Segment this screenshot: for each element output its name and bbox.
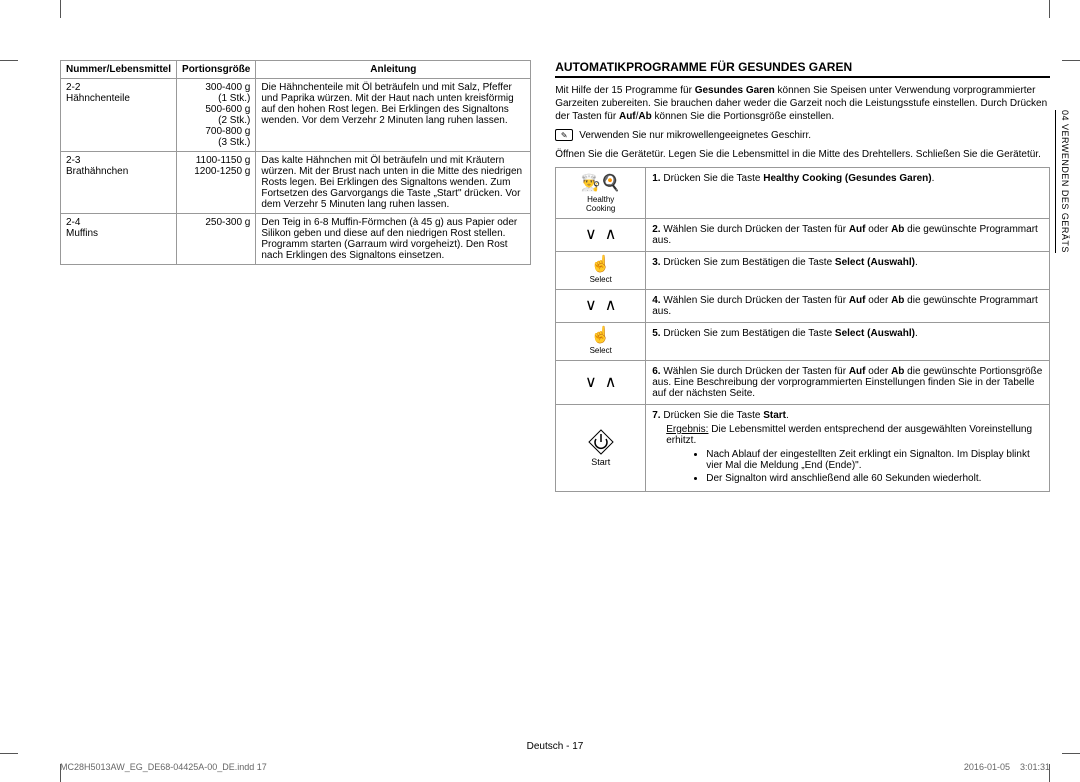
step-text: Wählen Sie durch Drücken der Tasten für … — [652, 224, 1038, 246]
note-icon: ✎ — [555, 129, 573, 141]
steps-table: 👨‍🍳🍳 Healthy Cooking 1. Drücken Sie die … — [555, 167, 1050, 492]
hint-text: Verwenden Sie nur mikrowellengeeignetes … — [579, 129, 811, 142]
step-text: Wählen Sie durch Drücken der Tasten für … — [652, 295, 1038, 317]
page-number: Deutsch - 17 — [60, 741, 1050, 752]
step-text: Drücken Sie die Taste Start. — [663, 410, 788, 421]
food-table: Nummer/Lebensmittel Portionsgröße Anleit… — [60, 60, 531, 265]
result-text: Die Lebensmittel werden entsprechend der… — [666, 424, 1032, 446]
select-icon: ☝ Select — [562, 328, 639, 355]
table-row: 2-3 Brathähnchen 1100-1150 g 1200-1250 g… — [61, 152, 531, 214]
section-heading: AUTOMATIKPROGRAMME FÜR GESUNDES GAREN — [555, 60, 1050, 78]
table-row: 2-2 Hähnchenteile 300-400 g (1 Stk.) 500… — [61, 79, 531, 152]
result-label: Ergebnis: — [666, 424, 708, 435]
step-text: Wählen Sie durch Drücken der Tasten für … — [652, 366, 1042, 399]
side-tab-label: 04 VERWENDEN DES GERÄTS — [1055, 110, 1070, 253]
result-bullet: Nach Ablauf der eingestellten Zeit erkli… — [706, 449, 1043, 471]
open-text: Öffnen Sie die Gerätetür. Legen Sie die … — [555, 148, 1050, 161]
step-text: Drücken Sie die Taste Healthy Cooking (G… — [663, 173, 934, 184]
intro-text: Mit Hilfe der 15 Programme für Gesundes … — [555, 84, 1050, 123]
step-text: Drücken Sie zum Bestätigen die Taste Sel… — [663, 328, 917, 339]
footer-filename: MC28H5013AW_EG_DE68-04425A-00_DE.indd 17 — [60, 762, 267, 772]
up-down-icon: ∨∧ — [562, 375, 639, 391]
table-row: 2-4 Muffins 250-300 g Den Teig in 6-8 Mu… — [61, 214, 531, 265]
up-down-icon: ∨∧ — [562, 298, 639, 314]
select-icon: ☝ Select — [562, 257, 639, 284]
col-header: Nummer/Lebensmittel — [61, 61, 177, 79]
result-bullet: Der Signalton wird anschließend alle 60 … — [706, 473, 1043, 484]
start-icon: Start — [562, 429, 639, 467]
footer-timestamp: 2016-01-05 3:01:31 — [964, 762, 1050, 772]
col-header: Anleitung — [256, 61, 531, 79]
step-text: Drücken Sie zum Bestätigen die Taste Sel… — [663, 257, 917, 268]
healthy-cooking-icon: 👨‍🍳🍳 Healthy Cooking — [562, 173, 639, 213]
col-header: Portionsgröße — [177, 61, 256, 79]
up-down-icon: ∨∧ — [562, 227, 639, 243]
